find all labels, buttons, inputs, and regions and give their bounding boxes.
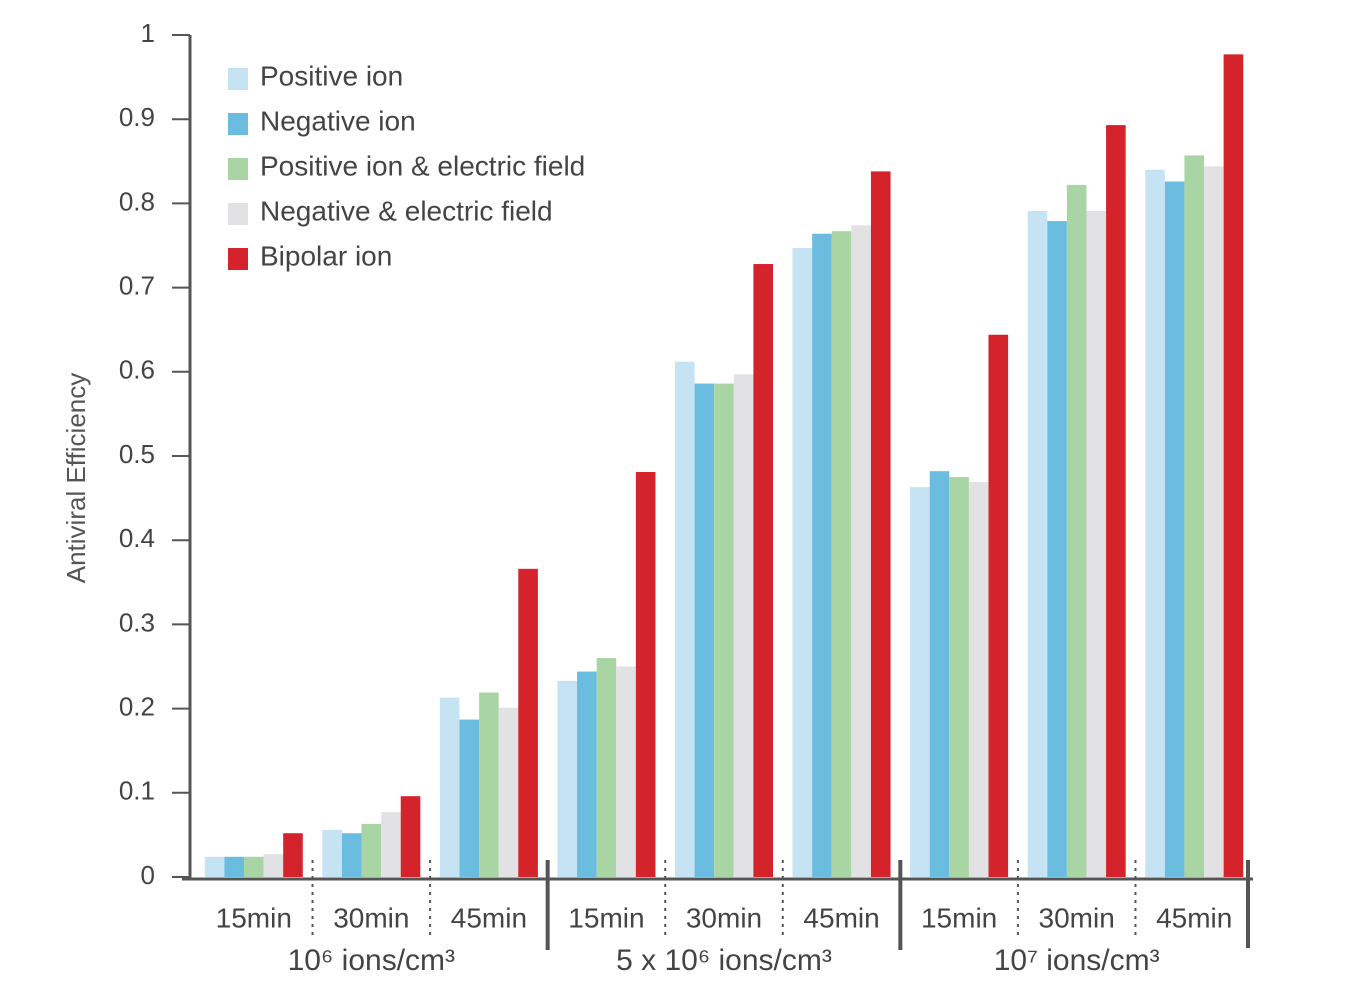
- legend-swatch: [228, 248, 248, 270]
- legend-swatch: [228, 113, 248, 135]
- bar: [812, 233, 832, 877]
- bar: [870, 171, 891, 878]
- bar: [263, 854, 284, 877]
- bar: [851, 225, 871, 878]
- x-tick-label: 15min: [921, 902, 997, 933]
- y-tick-label: 0: [141, 860, 155, 890]
- x-tick-label: 30min: [1039, 902, 1115, 933]
- legend-swatch: [228, 158, 248, 180]
- bar: [498, 707, 519, 877]
- bar: [929, 471, 950, 877]
- y-tick-label: 0.1: [119, 776, 155, 806]
- x-tick-label: 30min: [333, 902, 409, 933]
- group-label: 10⁶ ions/cm³: [288, 944, 455, 977]
- bar: [224, 856, 244, 877]
- bar: [479, 692, 499, 877]
- bar: [557, 680, 578, 877]
- y-tick-label: 0.6: [119, 355, 155, 385]
- bar: [1184, 155, 1205, 877]
- bar: [577, 671, 597, 877]
- y-tick-label: 0.3: [119, 607, 155, 637]
- bar: [616, 666, 636, 877]
- bar: [243, 856, 264, 877]
- bar: [1066, 184, 1087, 878]
- bar: [988, 334, 1009, 877]
- legend-label: Negative & electric field: [260, 195, 553, 226]
- y-tick-label: 0.4: [119, 523, 155, 553]
- bar: [361, 823, 382, 877]
- bar: [910, 487, 930, 877]
- group-label: 10⁷ ions/cm³: [994, 944, 1160, 977]
- bar: [635, 471, 656, 877]
- x-tick-label: 15min: [568, 902, 644, 933]
- y-tick-label: 0.9: [119, 102, 155, 132]
- bar: [1204, 166, 1224, 878]
- bar: [204, 856, 225, 877]
- bar: [733, 374, 754, 877]
- bar: [1047, 221, 1067, 877]
- bar: [459, 719, 480, 877]
- bar: [322, 829, 342, 877]
- y-tick-label: 0.5: [119, 439, 155, 469]
- bar: [714, 383, 734, 877]
- bar: [1145, 169, 1165, 878]
- x-tick-label: 45min: [1156, 902, 1232, 933]
- bar: [1223, 54, 1244, 877]
- x-tick-label: 15min: [216, 902, 292, 933]
- x-tick-label: 45min: [451, 902, 527, 933]
- bar: [1164, 181, 1185, 877]
- bar: [1086, 210, 1107, 877]
- legend-label: Bipolar ion: [260, 240, 392, 271]
- bar: [518, 568, 538, 877]
- legend-label: Positive ion: [260, 60, 403, 91]
- bar: [341, 833, 362, 877]
- y-tick-label: 0.7: [119, 270, 155, 300]
- bar: [400, 796, 421, 877]
- group-label: 5 x 10⁶ ions/cm³: [616, 944, 832, 977]
- y-tick-label: 0.8: [119, 186, 155, 216]
- bar: [283, 833, 303, 877]
- legend-swatch: [228, 68, 248, 90]
- bar: [1027, 210, 1048, 877]
- bar: [439, 697, 460, 877]
- bar: [753, 264, 773, 877]
- bar: [792, 248, 813, 877]
- bar: [968, 482, 989, 877]
- y-axis-label: Antiviral Efficiency: [61, 373, 91, 584]
- legend-label: Positive ion & electric field: [260, 150, 585, 181]
- legend-label: Negative ion: [260, 105, 416, 136]
- y-tick-label: 0.2: [119, 691, 155, 721]
- bar: [675, 361, 695, 877]
- legend-swatch: [228, 203, 248, 225]
- y-tick-label: 1: [141, 18, 155, 48]
- bar: [949, 477, 969, 877]
- bar: [694, 383, 715, 877]
- x-tick-label: 45min: [803, 902, 879, 933]
- bar: [596, 658, 617, 877]
- bar: [1106, 125, 1126, 878]
- x-tick-label: 30min: [686, 902, 762, 933]
- bar: [381, 812, 401, 877]
- bar: [831, 231, 852, 877]
